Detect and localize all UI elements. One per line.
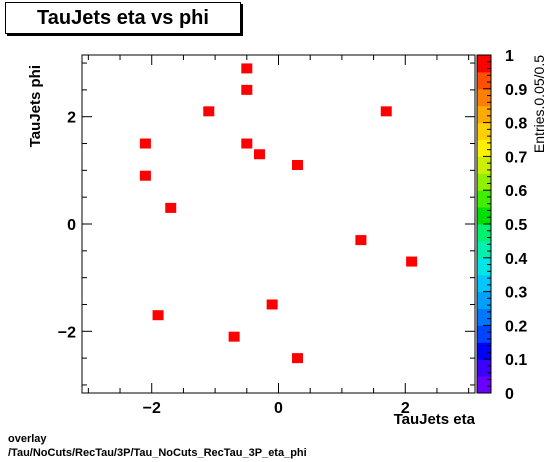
- footer: overlay /Tau/NoCuts/RecTau/3P/Tau_NoCuts…: [8, 432, 307, 460]
- color-bar-label: 1: [505, 48, 514, 65]
- data-cell: [139, 138, 151, 149]
- color-bar-label: 0.9: [505, 82, 527, 99]
- color-bar-segment: [477, 342, 491, 360]
- x-tick-label: 2: [401, 400, 410, 417]
- color-bar-title: Entries.0.05/0.5: [531, 55, 546, 153]
- data-cell: [241, 138, 253, 149]
- data-cell: [406, 256, 418, 267]
- y-tick-label: 0: [67, 217, 76, 234]
- data-cell: [292, 353, 304, 364]
- color-bar-segment: [477, 257, 491, 276]
- color-bar-segment: [477, 224, 491, 242]
- color-bar-segment: [477, 105, 491, 124]
- color-bar-segment: [477, 55, 491, 73]
- data-cell: [165, 202, 177, 213]
- plot-frame: [81, 54, 476, 394]
- color-bar-segment: [477, 291, 491, 309]
- data-cell: [152, 310, 164, 321]
- color-bar-segment: [477, 274, 491, 293]
- color-bar-segment: [477, 156, 491, 174]
- color-bar-segment: [477, 190, 491, 208]
- color-bar-label: 0.6: [505, 183, 527, 200]
- color-bar-label: 0: [505, 386, 514, 403]
- color-bar-segment: [477, 122, 491, 140]
- data-cell: [292, 159, 304, 170]
- color-bar-label: 0.3: [505, 285, 527, 302]
- y-tick-label: 2: [67, 110, 76, 127]
- color-bar-segment: [477, 376, 491, 394]
- color-bar-label: 0.1: [505, 352, 527, 369]
- color-bar-segment: [477, 359, 491, 377]
- footer-line-2: /Tau/NoCuts/RecTau/3P/Tau_NoCuts_RecTau_…: [8, 447, 307, 459]
- data-cell: [380, 106, 392, 117]
- y-tick-label: −2: [58, 324, 76, 341]
- color-bar-label: 0.8: [505, 116, 527, 133]
- color-bar-segment: [477, 88, 491, 107]
- color-bar-label: 0.4: [505, 251, 527, 268]
- y-axis-title: TauJets phi: [27, 65, 44, 147]
- data-cell: [139, 170, 151, 181]
- color-bar-label: 0.2: [505, 318, 527, 335]
- data-cell: [241, 84, 253, 95]
- color-bar-segment: [477, 240, 491, 259]
- color-bar-label: 0.7: [505, 149, 527, 166]
- x-tick-label: −2: [143, 400, 161, 417]
- data-cell: [266, 299, 278, 310]
- chart-title: TauJets eta vs phi: [37, 7, 209, 29]
- data-cell: [203, 106, 215, 117]
- chart-title-box: TauJets eta vs phi: [5, 2, 241, 34]
- data-cell: [228, 331, 240, 342]
- color-bar-segment: [477, 207, 491, 225]
- x-axis-title: TauJets eta: [394, 411, 476, 428]
- data-cell: [241, 63, 253, 74]
- x-tick-label: 0: [274, 400, 283, 417]
- data-cell: [253, 149, 265, 160]
- data-cell: [355, 235, 367, 246]
- color-bar-segment: [477, 139, 491, 157]
- color-bar-segment: [477, 173, 491, 191]
- color-bar-segment: [477, 308, 491, 326]
- color-bar-segment: [477, 71, 491, 90]
- color-bar-label: 0.5: [505, 217, 527, 234]
- footer-line-1: overlay: [8, 433, 47, 445]
- color-bar-segment: [477, 325, 491, 343]
